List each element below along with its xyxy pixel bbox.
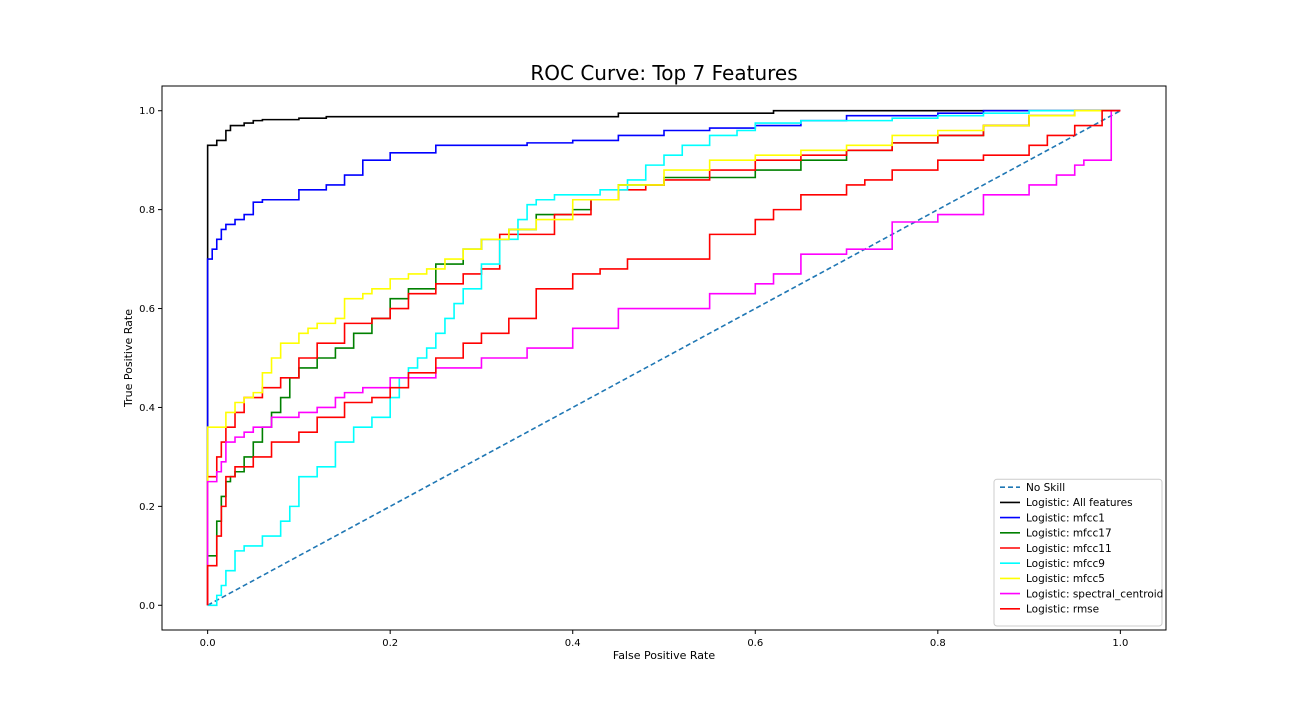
legend: No Skill Logistic: All features Logistic: … bbox=[993, 478, 1163, 627]
x-tick-label: 0.8 bbox=[930, 638, 946, 649]
y-axis-label: True Positive Rate bbox=[122, 309, 135, 408]
legend-entry: Logistic: mfcc5 bbox=[1026, 573, 1105, 585]
y-tick-label: 1.0 bbox=[139, 106, 155, 117]
series-line-0 bbox=[207, 110, 1121, 606]
series-line-2 bbox=[206, 109, 1121, 606]
legend-entry: No Skill bbox=[1026, 482, 1065, 494]
x-tick-label: 0.0 bbox=[200, 638, 216, 649]
y-tick-label: 0.6 bbox=[139, 304, 155, 315]
legend-entry: Logistic: spectral_centroid bbox=[1026, 588, 1163, 600]
series-line-6 bbox=[206, 109, 1121, 606]
x-tick-label: 0.4 bbox=[565, 638, 581, 649]
legend-entry: Logistic: mfcc17 bbox=[1026, 528, 1112, 540]
legend-entry: Logistic: mfcc9 bbox=[1026, 558, 1105, 570]
x-axis-ticks: 0.0 0.2 0.4 0.6 0.8 1.0 bbox=[200, 630, 1128, 649]
legend-entry: Logistic: All features bbox=[1026, 497, 1133, 509]
legend-entry: Logistic: mfcc11 bbox=[1026, 543, 1112, 555]
series-line-5 bbox=[207, 109, 1121, 607]
series-line-1 bbox=[206, 109, 1121, 606]
legend-entry: Logistic: mfcc1 bbox=[1026, 512, 1105, 524]
x-tick-label: 0.6 bbox=[747, 638, 763, 649]
x-axis-label: False Positive Rate bbox=[613, 649, 715, 662]
y-tick-label: 0.0 bbox=[139, 601, 155, 612]
y-tick-label: 0.8 bbox=[139, 205, 155, 216]
series-line-4 bbox=[206, 109, 1121, 606]
legend-box bbox=[993, 478, 1163, 627]
chart-title: ROC Curve: Top 7 Features bbox=[530, 61, 797, 85]
y-axis-ticks: 0.0 0.2 0.4 0.6 0.8 1.0 bbox=[139, 106, 162, 612]
x-tick-label: 0.2 bbox=[382, 638, 398, 649]
y-tick-label: 0.4 bbox=[139, 403, 155, 414]
x-tick-label: 1.0 bbox=[1112, 638, 1128, 649]
legend-entry: Logistic: rmse bbox=[1026, 604, 1099, 616]
series-line-7 bbox=[206, 109, 1121, 606]
axes-frame bbox=[161, 85, 1167, 631]
y-tick-label: 0.2 bbox=[139, 502, 155, 513]
plot-area bbox=[206, 109, 1121, 607]
series-line-8 bbox=[206, 109, 1121, 606]
